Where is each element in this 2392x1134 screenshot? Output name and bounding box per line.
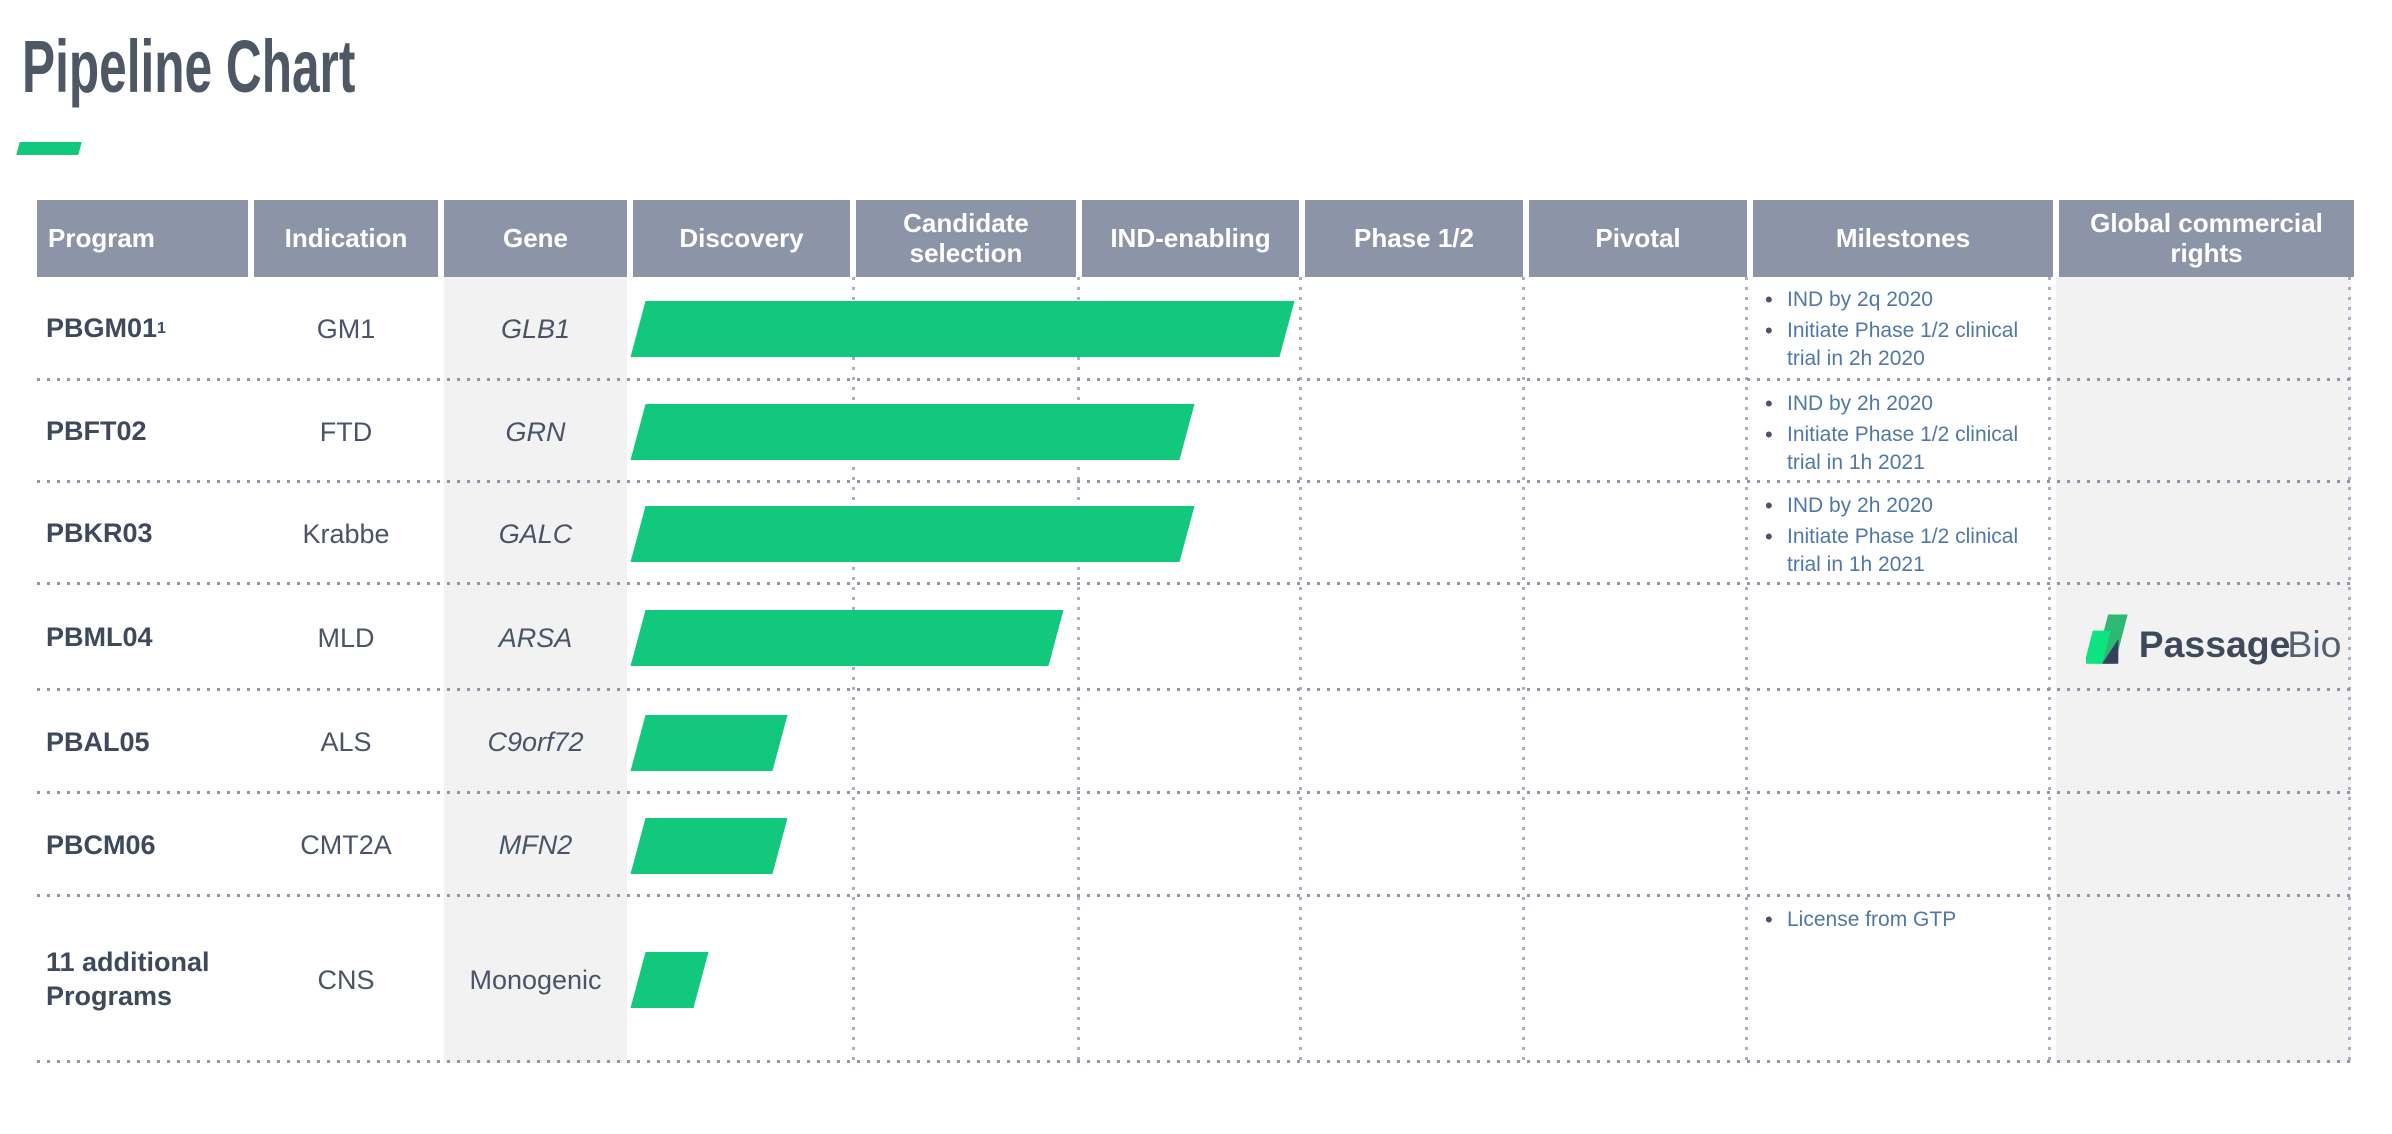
column-header-indication: Indication <box>254 200 438 277</box>
column-header-milestones: Milestones <box>1753 200 2053 277</box>
program-label: PBKR03 <box>46 518 153 549</box>
logo-light-green-shape <box>2086 630 2111 664</box>
row-separator <box>37 688 2351 691</box>
gene-value: GALC <box>498 518 573 549</box>
column-header-gene: Gene <box>444 200 627 277</box>
table-bottom-border <box>37 1060 2351 1063</box>
program-label: 11 additional Programs <box>46 947 210 1011</box>
divider-ind-phase12 <box>1299 277 1302 1063</box>
gene-value: GLB1 <box>500 313 571 344</box>
gene-value: Monogenic <box>469 964 602 995</box>
passage-bio-logo: Passage Bio <box>2086 614 2341 665</box>
pipeline-table: Program Indication Gene Discovery Candid… <box>37 200 2354 1065</box>
title-accent-dash <box>16 142 82 155</box>
indication-value: Krabbe <box>302 518 390 549</box>
progress-bar <box>630 610 1064 666</box>
milestone-item: IND by 2h 2020 <box>1750 491 2048 520</box>
table-row: PBML04 MLD ARSA <box>37 585 2351 691</box>
table-row: PBFT02 FTD GRN IND by 2h 2020 Initiate P… <box>37 381 2351 483</box>
milestone-item: Initiate Phase 1/2 clinical trial in 1h … <box>1750 420 2048 477</box>
program-name: PBAL05 <box>37 691 248 794</box>
program-name: PBML04 <box>37 585 248 691</box>
table-header-row: Program Indication Gene Discovery Candid… <box>37 200 2354 277</box>
milestones-list: IND by 2h 2020 Initiate Phase 1/2 clinic… <box>1750 389 2048 480</box>
logo-text-passage: Passage <box>2139 623 2291 665</box>
indication-value: CMT2A <box>300 830 392 860</box>
column-header-ind-enabling: IND-enabling <box>1082 200 1299 277</box>
divider-candidate-ind <box>1077 277 1080 1063</box>
milestone-item: Initiate Phase 1/2 clinical trial in 2h … <box>1750 316 2048 373</box>
milestones-list: License from GTP <box>1750 905 2048 937</box>
progress-bar <box>630 404 1195 460</box>
column-header-phase-1-2: Phase 1/2 <box>1305 200 1523 277</box>
divider-milestones-global <box>2048 277 2051 1063</box>
indication-value: FTD <box>319 416 373 447</box>
progress-bar <box>630 301 1295 357</box>
program-name: PBFT02 <box>37 381 248 483</box>
milestones-list: IND by 2h 2020 Initiate Phase 1/2 clinic… <box>1750 491 2048 582</box>
indication-value: ALS <box>320 727 372 757</box>
gene-value: MFN2 <box>498 830 573 860</box>
progress-bar <box>630 506 1195 562</box>
column-header-program: Program <box>37 200 248 277</box>
divider-phase12-pivotal <box>1522 277 1525 1063</box>
program-label: PBCM06 <box>46 829 156 860</box>
table-row: 11 additional Programs CNS Monogenic Lic… <box>37 897 2351 1063</box>
program-name: PBKR03 <box>37 483 248 585</box>
column-header-global-commercial-rights: Global commercial rights <box>2059 200 2354 277</box>
column-header-pivotal: Pivotal <box>1529 200 1747 277</box>
divider-discovery-candidate <box>852 277 855 1063</box>
row-separator <box>37 894 2351 897</box>
indication-value: MLD <box>317 622 375 653</box>
milestones-list: IND by 2q 2020 Initiate Phase 1/2 clinic… <box>1750 285 2048 376</box>
program-label: PBAL05 <box>46 726 150 757</box>
program-label: PBML04 <box>46 622 153 653</box>
row-separator <box>37 582 2351 585</box>
program-label: PBFT02 <box>46 416 147 447</box>
logo-text-bio: Bio <box>2287 623 2341 665</box>
divider-pivotal-milestones <box>1745 277 1748 1063</box>
indication-value: GM1 <box>316 313 376 344</box>
milestone-item: IND by 2q 2020 <box>1750 285 2048 314</box>
global-rights-column-background: Passage Bio <box>2056 277 2351 1063</box>
gene-value: GRN <box>505 416 566 447</box>
gene-value: C9orf72 <box>487 727 584 757</box>
table-row: PBKR03 Krabbe GALC IND by 2h 2020 Initia… <box>37 483 2351 585</box>
program-name: PBGM01 1 <box>37 277 248 381</box>
column-header-candidate-selection: Candidate selection <box>856 200 1076 277</box>
milestone-item: License from GTP <box>1750 905 2048 934</box>
table-row: PBCM06 CMT2A MFN2 <box>37 794 2351 897</box>
row-separator <box>37 791 2351 794</box>
indication-value: CNS <box>317 964 375 995</box>
progress-bar <box>630 714 788 771</box>
milestone-item: Initiate Phase 1/2 clinical trial in 1h … <box>1750 522 2048 579</box>
gene-value: ARSA <box>498 622 573 653</box>
progress-bar <box>630 952 709 1008</box>
program-name: PBCM06 <box>37 794 248 897</box>
progress-bar <box>630 817 788 874</box>
program-name: 11 additional Programs <box>37 897 248 1063</box>
table-row: PBAL05 ALS C9orf72 <box>37 691 2351 794</box>
page-title: Pipeline Chart <box>22 25 356 108</box>
row-separator <box>37 378 2351 381</box>
row-separator <box>37 480 2351 483</box>
program-footnote-marker: 1 <box>157 320 166 337</box>
column-header-discovery: Discovery <box>633 200 850 277</box>
milestone-item: IND by 2h 2020 <box>1750 389 2048 418</box>
gene-column-background <box>444 277 627 1063</box>
program-label: PBGM01 <box>46 313 158 344</box>
table-right-border <box>2348 277 2351 1063</box>
